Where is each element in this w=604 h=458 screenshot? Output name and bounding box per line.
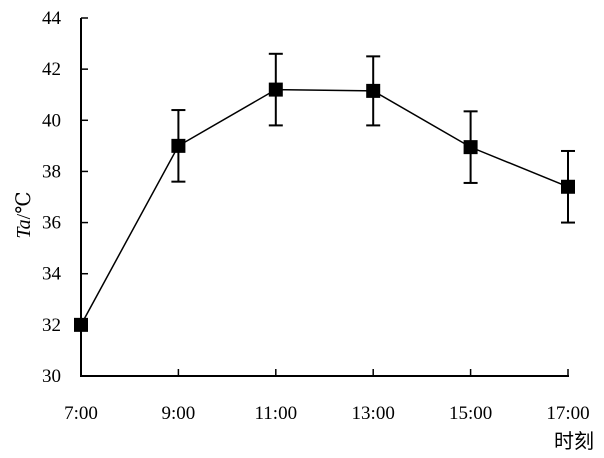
y-tick-label: 30 <box>42 366 61 387</box>
y-tick-label: 36 <box>42 213 61 234</box>
y-tick-label: 44 <box>42 8 62 29</box>
y-axis-title-unit: /℃ <box>13 191 35 219</box>
x-tick-label: 17:00 <box>546 403 589 424</box>
y-ticks: 30 32 34 36 38 40 42 44 <box>42 8 88 387</box>
y-axis-title: Ta/℃ <box>13 191 35 238</box>
y-tick-label: 34 <box>42 264 62 285</box>
data-point-marker <box>561 179 575 194</box>
x-tick-label: 11:00 <box>255 403 298 424</box>
x-tick-label: 7:00 <box>64 403 98 424</box>
x-tick-label: 9:00 <box>162 403 196 424</box>
y-tick-label: 40 <box>42 110 61 131</box>
data-point-marker <box>74 317 88 332</box>
x-tick-label: 13:00 <box>352 403 395 424</box>
series-line <box>80 88 569 326</box>
y-axis-title-symbol: Ta <box>13 219 35 238</box>
data-point-marker <box>366 83 381 98</box>
y-tick-label: 32 <box>42 315 61 336</box>
data-point-marker <box>268 82 283 97</box>
y-tick-label: 38 <box>42 161 61 182</box>
x-axis-title: 时刻 <box>554 430 594 453</box>
data-point-marker <box>463 140 478 155</box>
series-ta <box>74 52 575 332</box>
x-ticks: 7:00 9:00 11:00 13:00 15:00 17:00 <box>64 369 590 424</box>
data-point-marker <box>171 138 186 153</box>
y-tick-label: 42 <box>42 59 61 80</box>
x-tick-label: 15:00 <box>449 403 492 424</box>
